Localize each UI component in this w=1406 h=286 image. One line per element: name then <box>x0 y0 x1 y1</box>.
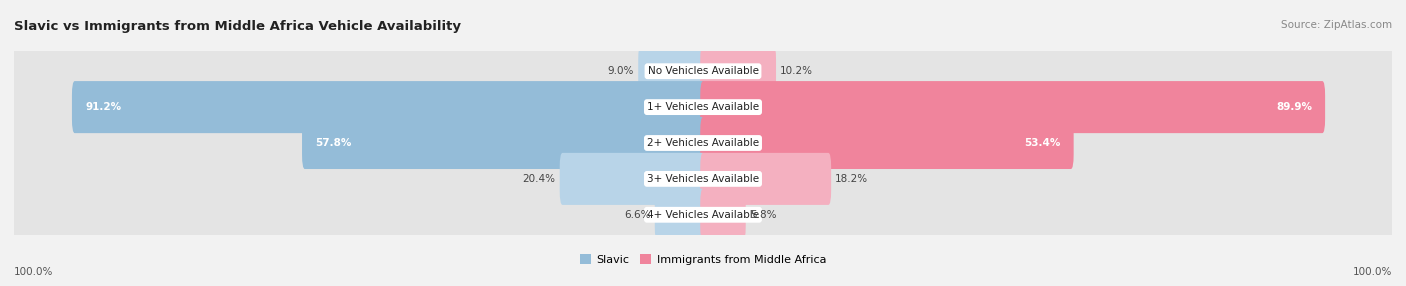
Text: 10.2%: 10.2% <box>780 66 813 76</box>
FancyBboxPatch shape <box>700 153 831 205</box>
FancyBboxPatch shape <box>72 81 706 133</box>
Text: 57.8%: 57.8% <box>315 138 352 148</box>
Text: 6.6%: 6.6% <box>624 210 651 220</box>
Text: 4+ Vehicles Available: 4+ Vehicles Available <box>647 210 759 220</box>
FancyBboxPatch shape <box>700 189 745 241</box>
Text: 2+ Vehicles Available: 2+ Vehicles Available <box>647 138 759 148</box>
Text: 18.2%: 18.2% <box>835 174 869 184</box>
Text: 89.9%: 89.9% <box>1277 102 1312 112</box>
FancyBboxPatch shape <box>13 101 1393 185</box>
Text: 91.2%: 91.2% <box>84 102 121 112</box>
FancyBboxPatch shape <box>302 117 706 169</box>
FancyBboxPatch shape <box>13 65 1393 149</box>
Text: 5.8%: 5.8% <box>749 210 776 220</box>
Text: 20.4%: 20.4% <box>523 174 555 184</box>
Text: 53.4%: 53.4% <box>1024 138 1060 148</box>
FancyBboxPatch shape <box>700 81 1324 133</box>
Text: 100.0%: 100.0% <box>1353 267 1392 277</box>
Text: 1+ Vehicles Available: 1+ Vehicles Available <box>647 102 759 112</box>
FancyBboxPatch shape <box>560 153 706 205</box>
FancyBboxPatch shape <box>13 137 1393 221</box>
FancyBboxPatch shape <box>700 45 776 97</box>
Text: 9.0%: 9.0% <box>607 66 634 76</box>
FancyBboxPatch shape <box>700 117 1074 169</box>
Text: Slavic vs Immigrants from Middle Africa Vehicle Availability: Slavic vs Immigrants from Middle Africa … <box>14 20 461 33</box>
FancyBboxPatch shape <box>13 173 1393 257</box>
Text: 100.0%: 100.0% <box>14 267 53 277</box>
Text: 3+ Vehicles Available: 3+ Vehicles Available <box>647 174 759 184</box>
FancyBboxPatch shape <box>638 45 706 97</box>
Text: Source: ZipAtlas.com: Source: ZipAtlas.com <box>1281 20 1392 30</box>
Legend: Slavic, Immigrants from Middle Africa: Slavic, Immigrants from Middle Africa <box>575 250 831 269</box>
FancyBboxPatch shape <box>655 189 706 241</box>
Text: No Vehicles Available: No Vehicles Available <box>648 66 758 76</box>
FancyBboxPatch shape <box>13 29 1393 113</box>
